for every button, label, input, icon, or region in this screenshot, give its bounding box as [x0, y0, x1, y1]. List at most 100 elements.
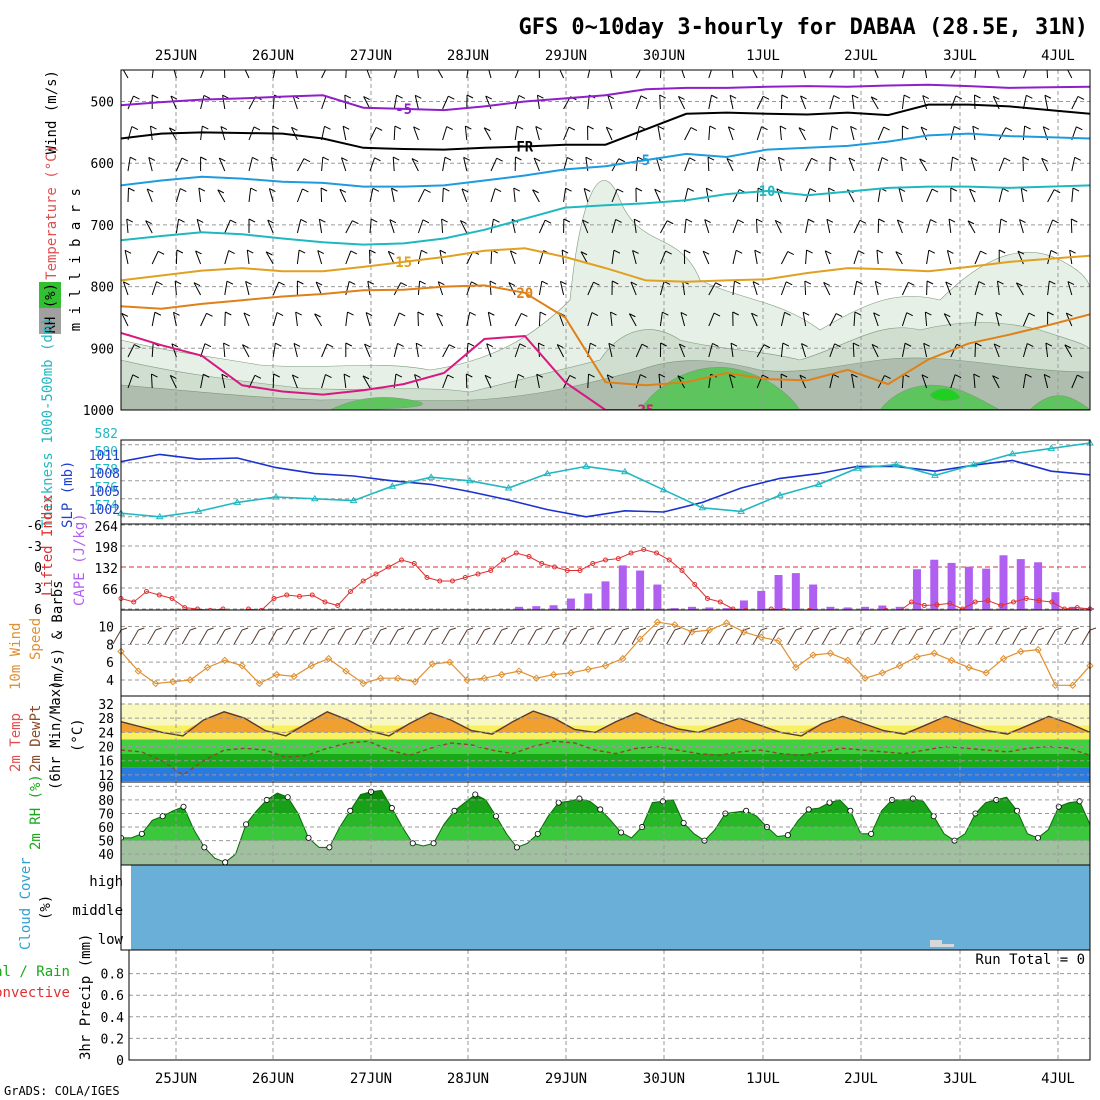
rh-point	[930, 813, 937, 820]
thickness-point	[233, 498, 242, 505]
rh-point	[618, 829, 625, 836]
wind-speed-point	[186, 676, 194, 684]
cape-bar	[705, 607, 714, 610]
isotherm-line	[121, 184, 1090, 246]
surface-barb	[597, 629, 606, 645]
surface-barb	[1081, 629, 1091, 645]
thickness-label: Thickness 1000-500mb (dm)	[40, 317, 56, 528]
cape-bar	[739, 600, 748, 610]
slp-thickness-panel: 574 576 578 580 582 1002 1005 1008 1011 Thicknes…	[40, 317, 1094, 528]
li-point	[628, 550, 634, 556]
wind-speed-point	[428, 660, 437, 668]
rh-point	[805, 806, 812, 813]
cloud-level-low: low	[98, 932, 124, 948]
cape-bar	[912, 569, 921, 610]
li-tick: 6	[34, 603, 42, 618]
wind-speed-point	[999, 654, 1008, 663]
cape-li-panel: 6 3 0 -3 -6 66 132 198 264 Lifted Index CAPE (J/…	[26, 495, 1094, 618]
rh-shading	[121, 180, 1090, 410]
li-point	[411, 561, 417, 566]
date-label-top: 26JUN	[252, 48, 294, 64]
isotherm-label: 15	[395, 255, 412, 271]
cape-bar	[809, 584, 818, 610]
pressure-tick: 1000	[83, 404, 114, 419]
wind-speed-label-c: (m/s) & Barbs	[50, 580, 66, 690]
wind-tick: 6	[106, 656, 114, 671]
li-point	[972, 599, 978, 605]
wind-speed-point	[930, 649, 938, 657]
humidity-grid	[121, 782, 1090, 865]
li-point	[322, 599, 328, 605]
run-total: Run Total = 0	[975, 952, 1085, 968]
li-point	[475, 571, 481, 577]
li-point	[156, 592, 162, 598]
thickness-point	[698, 503, 707, 511]
li-point	[679, 568, 685, 573]
date-label-top: 4JUL	[1041, 48, 1075, 64]
dewpoint-line	[121, 740, 1090, 776]
rh-point	[493, 813, 500, 820]
rh-point	[243, 821, 250, 828]
wind-speed-point	[584, 665, 592, 674]
thickness-point	[776, 491, 784, 498]
humidity-band	[121, 813, 1090, 828]
precip-axis: 0 0.2 0.4 0.6 0.8	[101, 968, 125, 1069]
wind-speed-point	[497, 670, 506, 679]
surface-barb	[579, 629, 589, 645]
surface-barb	[562, 629, 572, 645]
temperature-bands	[121, 703, 1090, 781]
cape-bar	[1016, 559, 1025, 610]
wind-tick: 4	[106, 674, 114, 689]
cape-bar	[878, 605, 887, 610]
wind-speed-point	[567, 669, 575, 677]
rh-tick: 40	[98, 848, 114, 863]
thickness-point	[853, 464, 862, 471]
temp-above-24	[121, 711, 1090, 733]
rh-point	[597, 806, 604, 813]
cape-bar	[688, 606, 697, 610]
cape-bar	[636, 570, 645, 610]
cape-bar	[895, 606, 904, 610]
cape-bar	[982, 568, 991, 610]
surface-barb	[856, 629, 866, 645]
wind-label: Wind (m/s)	[44, 70, 60, 154]
thickness-point	[620, 467, 629, 475]
thickness-point	[737, 507, 746, 514]
slp-axis: 574 576 578 580 582 1002 1005 1008 1011	[89, 427, 120, 518]
cape-bars	[514, 555, 1094, 610]
temperature-grid	[121, 696, 1090, 782]
cape-bar	[584, 593, 593, 610]
precip-grid	[129, 950, 1090, 1060]
surface-barb	[216, 629, 226, 645]
isotherm-line	[121, 331, 1090, 410]
cape-bar	[566, 598, 575, 610]
surface-barb	[164, 629, 174, 645]
slp-label: SLP (mb)	[60, 461, 76, 528]
rh-point	[138, 830, 145, 837]
rh-line	[121, 789, 1090, 863]
li-point	[552, 564, 557, 570]
cape-bar	[757, 590, 766, 610]
li-point	[488, 568, 494, 573]
isotherm-label: 10	[759, 184, 776, 200]
li-point	[603, 557, 608, 563]
li-point	[271, 596, 277, 601]
surface-barb	[908, 629, 918, 645]
wind-speed-point	[532, 674, 540, 682]
thickness-point	[1047, 444, 1056, 451]
li-point	[705, 596, 710, 601]
pressure-tick: 500	[91, 96, 114, 111]
li-point	[985, 598, 991, 604]
rh-point	[1055, 803, 1062, 810]
wind-speed-point	[221, 656, 229, 665]
li-tick: -3	[26, 540, 42, 555]
wind-speed-line	[117, 618, 1094, 690]
li-point	[513, 550, 519, 556]
precip-label: 3hr Precip (mm)	[78, 934, 94, 1060]
li-path	[120, 548, 1091, 616]
li-point	[284, 592, 290, 598]
li-point	[947, 600, 953, 606]
wind-speed-point	[688, 628, 696, 636]
temp-label-d: (°C)	[70, 718, 86, 752]
surface-barb	[199, 629, 208, 645]
